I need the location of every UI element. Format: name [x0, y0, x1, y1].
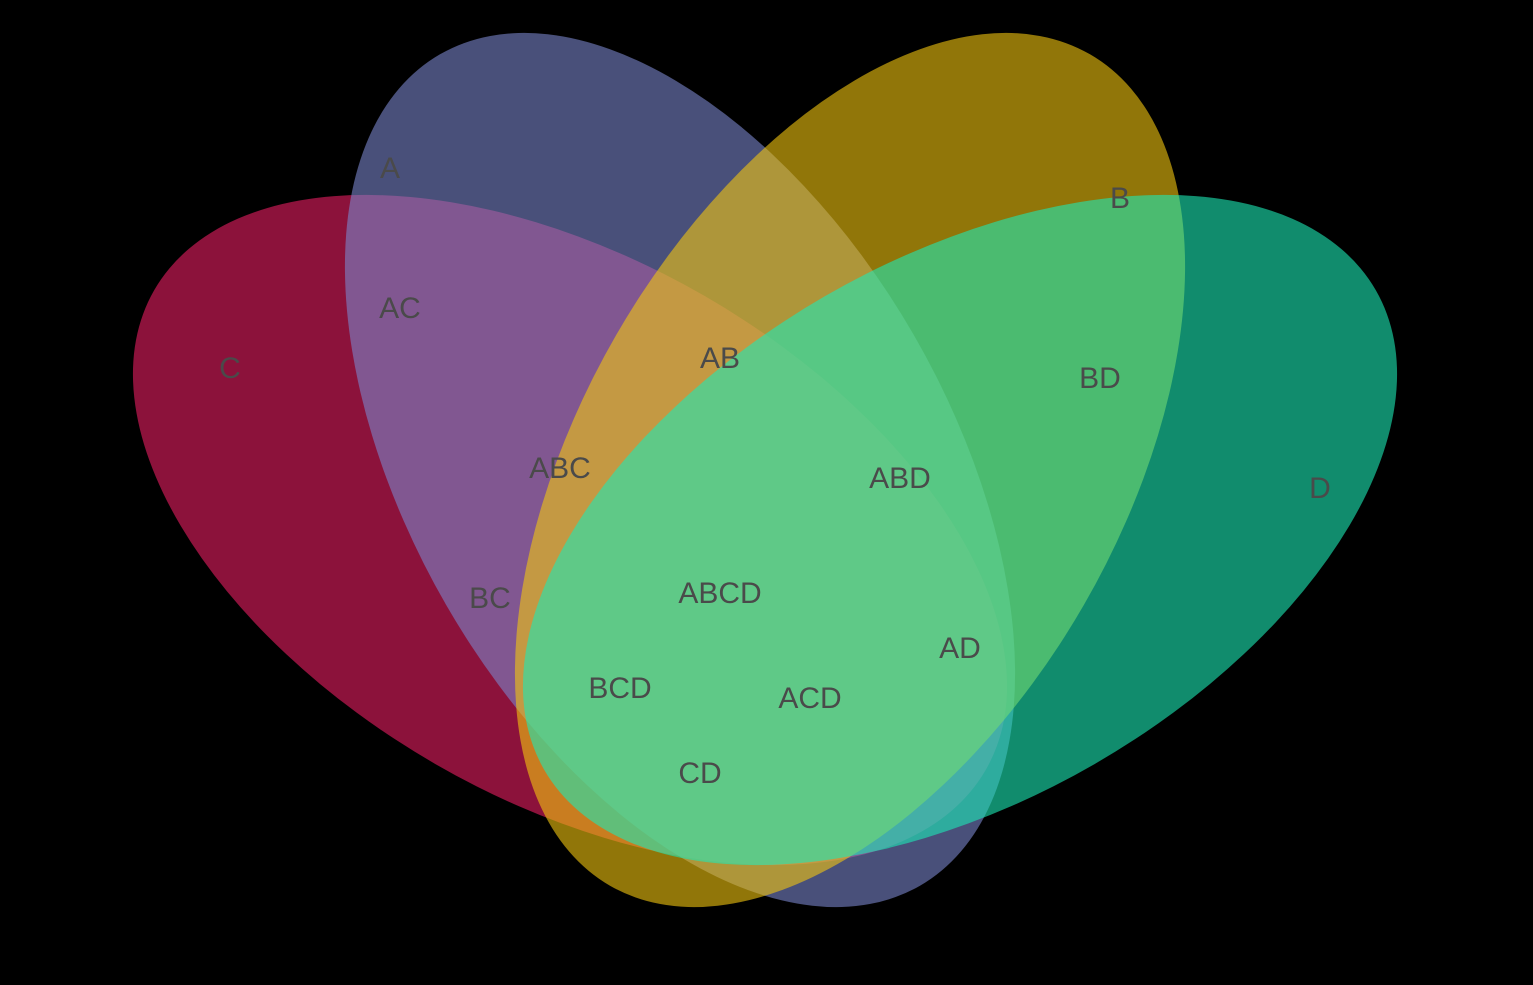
venn-label-abcd: ABCD [678, 577, 761, 610]
venn-label-bcd: BCD [588, 672, 651, 705]
venn-label-abc: ABC [529, 452, 591, 485]
venn-label-ad: AD [939, 632, 981, 665]
venn-diagram: ABCDABACADBCBDCDABCABDACDBCDABCD [0, 0, 1533, 985]
venn-label-acd: ACD [778, 682, 841, 715]
venn-label-b: B [1110, 182, 1130, 215]
venn-label-ac: AC [379, 292, 421, 325]
venn-label-ab: AB [700, 342, 740, 375]
venn-label-abd: ABD [869, 462, 931, 495]
venn-label-d: D [1309, 472, 1331, 505]
venn-label-c: C [219, 352, 241, 385]
venn-label-bd: BD [1079, 362, 1121, 395]
venn-label-a: A [380, 152, 400, 185]
venn-label-bc: BC [469, 582, 511, 615]
venn-label-cd: CD [678, 757, 721, 790]
